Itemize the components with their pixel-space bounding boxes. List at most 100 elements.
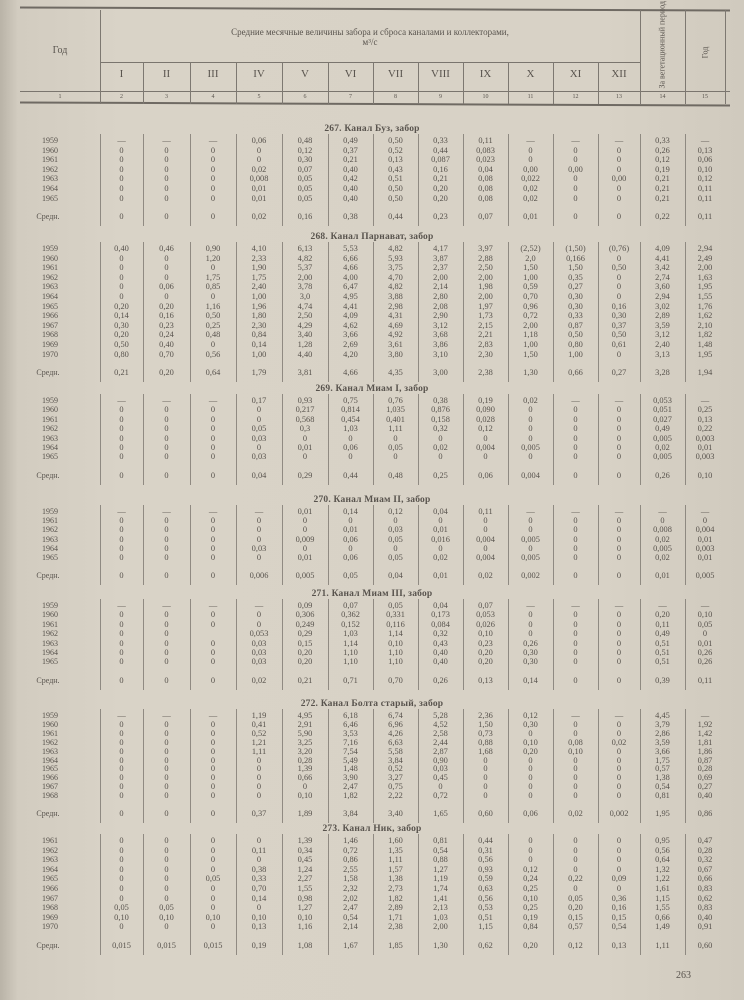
value-cell: 0,03 (251, 648, 267, 657)
value-cell: 0,13 (697, 414, 713, 424)
value-cell: 0,33 (655, 136, 670, 145)
value-cell: 2,00 (478, 272, 493, 282)
header-column-divider (143, 62, 144, 104)
value-cell: 0 (573, 782, 578, 792)
value-cell: 2,36 (478, 711, 493, 720)
value-cell: 0 (119, 452, 124, 462)
value-cell: 0,14 (251, 340, 267, 349)
value-cell: 0 (164, 263, 169, 273)
value-cell: 0,64 (655, 855, 670, 865)
value-cell: 4,82 (388, 282, 403, 292)
value-cell: 1,81 (697, 737, 713, 747)
value-cell: 0,19 (523, 912, 538, 922)
value-cell: 0,27 (611, 368, 627, 378)
value-cell: 0,06 (697, 155, 713, 165)
value-cell: 0,17 (251, 396, 267, 405)
value-cell: 0 (573, 884, 578, 893)
value-cell: 0 (164, 791, 169, 801)
value-cell: 0,75 (388, 782, 403, 792)
value-cell: 0,568 (295, 414, 315, 424)
value-cell: 0 (210, 340, 216, 349)
value-cell: 0,026 (476, 619, 495, 629)
value-cell: 0 (573, 184, 578, 193)
value-cell: 0 (210, 675, 216, 685)
value-cell: 0 (164, 553, 169, 562)
value-cell: 0,3 (299, 424, 311, 434)
value-cell: 0 (210, 174, 216, 184)
value-cell: 1,16 (297, 922, 313, 932)
value-cell: 4,69 (388, 320, 403, 330)
value-cell: 0,72 (433, 791, 448, 801)
value-cell: 0 (616, 443, 622, 452)
value-cell: 0,20 (297, 657, 313, 667)
value-cell: 0 (348, 452, 353, 462)
value-cell: 0 (164, 619, 169, 629)
value-cell: 0 (210, 414, 216, 424)
value-cell: 0 (210, 755, 216, 765)
value-cell: 3,87 (433, 253, 448, 263)
table-row: 1961 0 0 0 0 0,568 0,454 0,401 0,158 0,028 0 0 0 0,02… (0, 415, 744, 425)
value-cell: 0,64 (205, 368, 221, 378)
year-cell: 1965 (42, 553, 58, 562)
table-row: 1965 0 0 0 0 1,39 1,48 0,52 0,03 0 0 0 0 0,57 0,28 (0, 764, 744, 774)
column-divider (598, 242, 599, 383)
column-divider (463, 709, 464, 823)
value-cell: 3,97 (478, 244, 493, 253)
column-divider (328, 599, 329, 690)
column-divider (328, 394, 329, 485)
header-column-divider (418, 62, 419, 104)
value-cell: 0 (164, 845, 169, 855)
value-cell: 1,38 (655, 773, 670, 783)
value-cell: 0 (210, 571, 216, 581)
value-cell: 0,40 (343, 164, 358, 174)
value-cell: 0,44 (388, 212, 403, 222)
value-cell: 0,21 (343, 155, 358, 165)
value-cell: 1,80 (251, 311, 267, 321)
value-cell: 0 (210, 155, 216, 165)
value-cell: 1,75 (205, 272, 221, 282)
table-row: 1960 0 0 0 0,41 2,91 6,46 6,96 4,52 1,50 0,30 0 0 3,7… (0, 720, 744, 730)
value-cell: 0 (164, 212, 169, 222)
value-cell: 0 (119, 638, 124, 648)
value-cell: 0 (210, 836, 216, 845)
value-cell: 0,02 (568, 809, 583, 818)
value-cell: 0,34 (297, 845, 313, 855)
value-cell: 2,14 (433, 282, 448, 292)
value-cell: 0,10 (568, 746, 583, 756)
value-cell: 0,66 (297, 773, 313, 783)
value-cell: — (254, 507, 264, 516)
value-cell: 0,12 (478, 424, 493, 434)
year-cell: 1965 (42, 874, 58, 884)
value-cell: 0,28 (297, 755, 313, 765)
value-cell: 0,29 (297, 629, 313, 639)
value-cell: 4,09 (655, 244, 670, 253)
month-header: IX (479, 68, 492, 80)
value-cell: 0 (256, 764, 262, 774)
column-divider (508, 599, 509, 690)
value-cell: — (526, 507, 535, 516)
year-cell: 1961 (42, 836, 58, 845)
value-cell: 0,54 (433, 845, 448, 855)
value-cell: 2,50 (297, 311, 313, 321)
value-cell: 0,56 (478, 893, 493, 903)
value-cell: 2,87 (433, 746, 448, 756)
value-cell: 0,13 (251, 922, 267, 932)
value-cell: 5,93 (388, 253, 403, 263)
value-cell: 0,05 (205, 874, 221, 884)
value-cell: 1,46 (343, 836, 358, 845)
value-cell: 2,49 (697, 253, 713, 263)
value-cell: 0,06 (251, 136, 267, 145)
value-cell: 0 (616, 253, 622, 263)
value-cell: 0,80 (114, 349, 129, 359)
section-title: 273. Канал Ник, забор (322, 824, 422, 834)
value-cell: 2,30 (251, 320, 267, 330)
value-cell: 0 (164, 746, 169, 756)
value-cell: — (117, 601, 126, 610)
value-cell: 0 (573, 629, 578, 639)
value-cell: 1,035 (386, 405, 405, 415)
value-cell: 0 (119, 610, 124, 620)
value-cell: 1,95 (697, 349, 713, 359)
mean-label: Средн. (36, 675, 60, 685)
value-cell: 0 (573, 433, 578, 443)
value-cell: 5,28 (433, 711, 448, 720)
